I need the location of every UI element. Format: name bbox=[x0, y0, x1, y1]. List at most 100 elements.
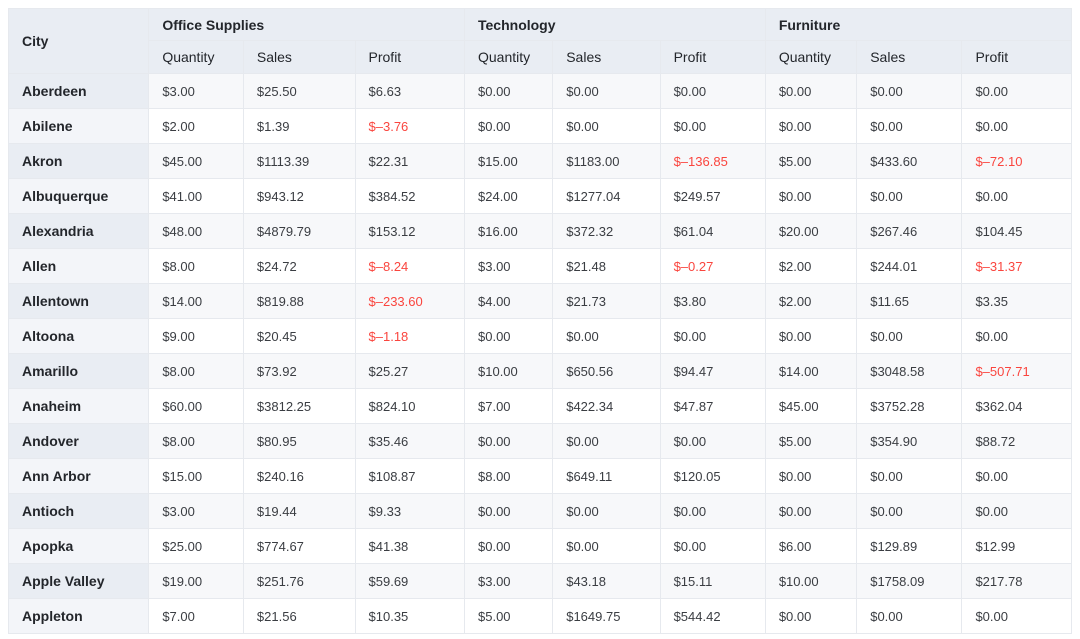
value-cell[interactable]: $88.72 bbox=[961, 423, 1072, 459]
measure-header-sales-2[interactable]: Sales bbox=[856, 40, 963, 74]
measure-header-sales-0[interactable]: Sales bbox=[242, 40, 356, 74]
value-cell[interactable]: $47.87 bbox=[659, 388, 766, 424]
value-cell[interactable]: $217.78 bbox=[961, 563, 1072, 599]
measure-header-profit-1[interactable]: Profit bbox=[659, 40, 766, 74]
value-cell[interactable]: $3752.28 bbox=[856, 388, 963, 424]
value-cell[interactable]: $384.52 bbox=[354, 178, 466, 214]
city-cell[interactable]: Amarillo bbox=[7, 353, 150, 389]
value-cell[interactable]: $3.80 bbox=[659, 283, 766, 319]
value-cell[interactable]: $0.00 bbox=[463, 423, 554, 459]
measure-header-quantity-2[interactable]: Quantity bbox=[764, 40, 858, 74]
value-cell[interactable]: $12.99 bbox=[961, 528, 1072, 564]
value-cell[interactable]: $25.50 bbox=[242, 73, 356, 109]
value-cell[interactable]: $16.00 bbox=[463, 213, 554, 249]
value-cell[interactable]: $362.04 bbox=[961, 388, 1072, 424]
value-cell[interactable]: $9.00 bbox=[148, 318, 244, 354]
value-cell[interactable]: $0.00 bbox=[856, 458, 963, 494]
value-cell[interactable]: $0.00 bbox=[764, 598, 858, 634]
value-cell[interactable]: $267.46 bbox=[856, 213, 963, 249]
value-cell[interactable]: $–136.85 bbox=[659, 143, 766, 179]
value-cell[interactable]: $8.00 bbox=[148, 353, 244, 389]
value-cell[interactable]: $0.00 bbox=[961, 598, 1072, 634]
value-cell[interactable]: $0.00 bbox=[659, 423, 766, 459]
city-cell[interactable]: Anaheim bbox=[7, 388, 150, 424]
value-cell[interactable]: $8.00 bbox=[148, 423, 244, 459]
value-cell[interactable]: $1183.00 bbox=[552, 143, 661, 179]
value-cell[interactable]: $2.00 bbox=[764, 283, 858, 319]
city-cell[interactable]: Allen bbox=[7, 248, 150, 284]
value-cell[interactable]: $1277.04 bbox=[552, 178, 661, 214]
value-cell[interactable]: $25.00 bbox=[148, 528, 244, 564]
value-cell[interactable]: $3.00 bbox=[148, 493, 244, 529]
value-cell[interactable]: $–72.10 bbox=[961, 143, 1072, 179]
value-cell[interactable]: $43.18 bbox=[552, 563, 661, 599]
value-cell[interactable]: $7.00 bbox=[463, 388, 554, 424]
value-cell[interactable]: $0.00 bbox=[856, 178, 963, 214]
value-cell[interactable]: $5.00 bbox=[764, 143, 858, 179]
value-cell[interactable]: $10.00 bbox=[463, 353, 554, 389]
value-cell[interactable]: $0.00 bbox=[764, 178, 858, 214]
city-cell[interactable]: Akron bbox=[7, 143, 150, 179]
city-cell[interactable]: Ann Arbor bbox=[7, 458, 150, 494]
value-cell[interactable]: $0.00 bbox=[856, 598, 963, 634]
value-cell[interactable]: $41.38 bbox=[354, 528, 466, 564]
value-cell[interactable]: $–233.60 bbox=[354, 283, 466, 319]
value-cell[interactable]: $15.00 bbox=[148, 458, 244, 494]
value-cell[interactable]: $0.00 bbox=[961, 493, 1072, 529]
value-cell[interactable]: $73.92 bbox=[242, 353, 356, 389]
column-header-city[interactable]: City bbox=[7, 8, 150, 74]
value-cell[interactable]: $240.16 bbox=[242, 458, 356, 494]
value-cell[interactable]: $19.00 bbox=[148, 563, 244, 599]
value-cell[interactable]: $4.00 bbox=[463, 283, 554, 319]
value-cell[interactable]: $–0.27 bbox=[659, 248, 766, 284]
value-cell[interactable]: $4879.79 bbox=[242, 213, 356, 249]
value-cell[interactable]: $22.31 bbox=[354, 143, 466, 179]
value-cell[interactable]: $3048.58 bbox=[856, 353, 963, 389]
value-cell[interactable]: $0.00 bbox=[463, 493, 554, 529]
value-cell[interactable]: $3.00 bbox=[148, 73, 244, 109]
value-cell[interactable]: $2.00 bbox=[148, 108, 244, 144]
value-cell[interactable]: $0.00 bbox=[463, 528, 554, 564]
value-cell[interactable]: $8.00 bbox=[463, 458, 554, 494]
value-cell[interactable]: $21.73 bbox=[552, 283, 661, 319]
value-cell[interactable]: $1.39 bbox=[242, 108, 356, 144]
value-cell[interactable]: $0.00 bbox=[764, 493, 858, 529]
category-header-furniture[interactable]: Furniture bbox=[764, 8, 1073, 41]
value-cell[interactable]: $0.00 bbox=[552, 318, 661, 354]
value-cell[interactable]: $19.44 bbox=[242, 493, 356, 529]
value-cell[interactable]: $0.00 bbox=[659, 108, 766, 144]
value-cell[interactable]: $3.00 bbox=[463, 563, 554, 599]
value-cell[interactable]: $0.00 bbox=[764, 108, 858, 144]
value-cell[interactable]: $20.00 bbox=[764, 213, 858, 249]
value-cell[interactable]: $14.00 bbox=[148, 283, 244, 319]
value-cell[interactable]: $0.00 bbox=[463, 73, 554, 109]
measure-header-quantity-0[interactable]: Quantity bbox=[148, 40, 244, 74]
city-cell[interactable]: Abilene bbox=[7, 108, 150, 144]
city-cell[interactable]: Altoona bbox=[7, 318, 150, 354]
value-cell[interactable]: $819.88 bbox=[242, 283, 356, 319]
value-cell[interactable]: $0.00 bbox=[659, 493, 766, 529]
value-cell[interactable]: $9.33 bbox=[354, 493, 466, 529]
value-cell[interactable]: $–3.76 bbox=[354, 108, 466, 144]
value-cell[interactable]: $–1.18 bbox=[354, 318, 466, 354]
city-cell[interactable]: Apple Valley bbox=[7, 563, 150, 599]
value-cell[interactable]: $3.35 bbox=[961, 283, 1072, 319]
value-cell[interactable]: $0.00 bbox=[552, 73, 661, 109]
measure-header-quantity-1[interactable]: Quantity bbox=[463, 40, 554, 74]
value-cell[interactable]: $0.00 bbox=[856, 318, 963, 354]
value-cell[interactable]: $59.69 bbox=[354, 563, 466, 599]
city-cell[interactable]: Andover bbox=[7, 423, 150, 459]
value-cell[interactable]: $24.72 bbox=[242, 248, 356, 284]
value-cell[interactable]: $0.00 bbox=[764, 73, 858, 109]
value-cell[interactable]: $0.00 bbox=[961, 318, 1072, 354]
value-cell[interactable]: $24.00 bbox=[463, 178, 554, 214]
value-cell[interactable]: $108.87 bbox=[354, 458, 466, 494]
value-cell[interactable]: $0.00 bbox=[961, 108, 1072, 144]
value-cell[interactable]: $0.00 bbox=[961, 458, 1072, 494]
value-cell[interactable]: $45.00 bbox=[148, 143, 244, 179]
city-cell[interactable]: Appleton bbox=[7, 598, 150, 634]
value-cell[interactable]: $94.47 bbox=[659, 353, 766, 389]
value-cell[interactable]: $14.00 bbox=[764, 353, 858, 389]
value-cell[interactable]: $0.00 bbox=[764, 318, 858, 354]
value-cell[interactable]: $8.00 bbox=[148, 248, 244, 284]
